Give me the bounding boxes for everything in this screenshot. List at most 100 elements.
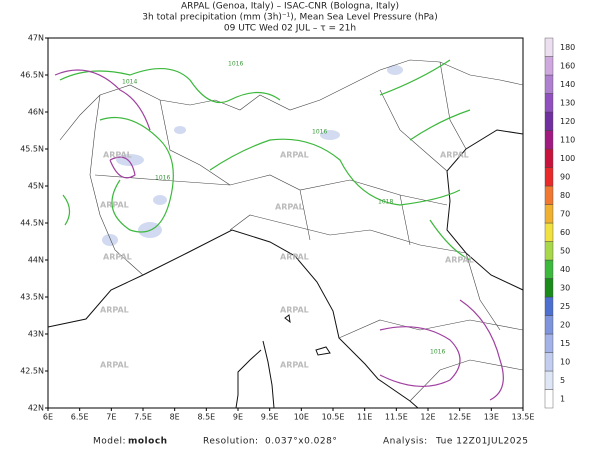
watermark: ARPAL [280,151,309,160]
colorbar-label: 20 [560,320,570,329]
watermark: ARPAL [445,256,474,265]
lat-label: 44N [28,256,44,265]
watermark: ARPAL [103,151,132,160]
footer-value: moloch [128,437,168,447]
colorbar-swatch [544,352,554,372]
colorbar-swatch [544,333,554,353]
lat-label: 43N [28,330,44,339]
lon-label: 11E [357,413,372,422]
colorbar-swatch [544,278,554,298]
lon-label: 8.5E [197,413,215,422]
colorbar-swatch [544,204,554,224]
lon-label: 6.5E [71,413,89,422]
colorbar-swatch [544,74,554,94]
colorbar-swatch [544,222,554,242]
border [94,61,467,254]
isobar-label: 1016 [430,349,445,356]
lon-label: 10.5E [322,413,345,422]
coastline [446,129,524,291]
colorbar-swatch [544,296,554,316]
border [59,59,524,141]
lat-label: 45.5N [20,145,44,154]
watermark: ARPAL [440,151,469,160]
colorbar-swatch [544,315,554,335]
header-line: 3h total precipitation (mm (3h)⁻¹), Mean… [142,13,437,23]
coastline [47,229,419,409]
colorbar-swatch [544,259,554,279]
lon-label: 12E [420,413,435,422]
colorbar-swatch [544,111,554,131]
colorbar-label: 110 [560,135,575,144]
lat-label: 46N [28,108,44,117]
lon-label: 6E [43,413,53,422]
watermark: ARPAL [103,253,132,262]
isobar-label: 1016 [228,61,243,68]
lon-label: 7E [106,413,116,422]
watermark: ARPAL [100,361,129,370]
lon-label: 13E [484,413,499,422]
island [284,314,331,356]
isobar-label: 1018 [378,199,393,206]
colorbar-label: 5 [560,376,565,385]
colorbar-swatch [544,93,554,113]
isobar-label: 1016 [155,175,170,182]
colorbar-swatch [544,241,554,261]
colorbar-swatch [544,37,554,57]
lon-label: 7.5E [134,413,152,422]
watermark: ARPAL [280,253,309,262]
lon-label: 12.5E [448,413,471,422]
colorbar-label: 140 [560,80,575,89]
colorbar-label: 160 [560,61,575,70]
colorbar-swatch [544,185,554,205]
colorbar-label: 70 [560,209,570,218]
colorbar-label: 90 [560,172,570,181]
colorbar-label: 60 [560,228,570,237]
watermark: ARPAL [100,306,129,315]
colorbar-label: 180 [560,43,575,52]
watermark: ARPAL [100,201,129,210]
lon-label: 13.5E [512,413,535,422]
lon-label: 11.5E [385,413,408,422]
lon-label: 8E [170,413,180,422]
footer: Model: moloch Resolution: 0.037°x0.028° … [93,437,528,447]
colorbar-label: 15 [560,339,570,348]
header-line: ARPAL (Genoa, Italy) – ISAC-CNR (Bologna… [181,2,399,12]
lon-label: 9E [233,413,243,422]
colorbar-label: 1 [560,394,565,403]
colorbar-label: 120 [560,117,575,126]
border [338,252,524,402]
footer-label: Analysis: [383,437,428,447]
colorbar-label: 130 [560,98,575,107]
lat-label: 47N [28,34,44,43]
colorbar-label: 50 [560,246,570,255]
colorbar-swatch [544,389,554,409]
colorbar-label: 40 [560,265,570,274]
colorbar-label: 80 [560,191,570,200]
map-frame [47,37,524,409]
footer-label: Resolution: [203,437,259,447]
colorbar-swatch [544,167,554,187]
watermark: ARPAL [275,203,304,212]
coastline [235,340,275,409]
isobar [59,59,471,261]
lat-label: 42N [28,404,44,413]
lat-label: 46.5N [20,71,44,80]
colorbar-swatch [544,56,554,76]
colorbar-label: 30 [560,283,570,292]
isobar-label: 1014 [122,79,137,86]
footer-label: Model: [93,437,126,447]
lat-label: 44.5N [20,219,44,228]
lat-label: 42.5N [20,367,44,376]
footer-value: 0.037°x0.028° [265,437,337,447]
footer-value: Tue 12Z01JUL2025 [435,437,528,447]
isobar [54,69,504,401]
colorbar-swatch [544,130,554,150]
colorbar-label: 10 [560,357,570,366]
colorbar-swatch [544,148,554,168]
colorbar-swatch [544,370,554,390]
watermark: ARPAL [280,306,309,315]
colorbar-label: 25 [560,302,570,311]
isobar-label: 1016 [312,129,327,136]
lon-label: 10E [294,413,309,422]
